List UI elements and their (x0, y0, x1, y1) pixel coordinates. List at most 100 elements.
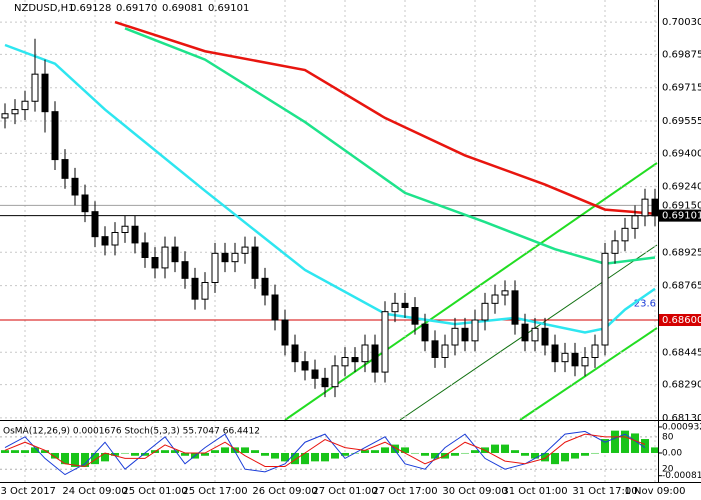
candle-body (41, 73, 49, 113)
candle-body (321, 377, 329, 388)
candle-body (81, 194, 89, 213)
y-tick-label: 0.68445 (662, 347, 701, 358)
osma-bar (541, 452, 549, 462)
candle-body (21, 100, 29, 111)
osma-bar (331, 452, 339, 459)
osma-bar (221, 447, 229, 453)
osma-bar (11, 450, 19, 453)
osma-bar (601, 439, 609, 453)
x-tick-label: 30 Oct 09:00 (442, 486, 507, 497)
osma-bar (561, 452, 569, 462)
osma-bar (171, 450, 179, 453)
osma-bar (211, 450, 219, 453)
osma-bar (121, 452, 129, 454)
osma-bar (161, 450, 169, 453)
osma-bar (21, 450, 29, 453)
osma-bar (401, 447, 409, 453)
osma-bar (361, 450, 369, 453)
osma-bar (341, 452, 349, 456)
candle-body (511, 290, 519, 325)
y-tick-label: -0.000815 (662, 471, 701, 481)
ma-line (114, 20, 656, 215)
candle-body (141, 242, 149, 259)
y-tick-label: 0.69400 (662, 148, 701, 159)
ohlc-label: 0.69128 (70, 3, 111, 14)
osma-bar (321, 452, 329, 462)
osma-bar (271, 452, 279, 459)
candle-body (191, 277, 199, 300)
candle-body (351, 357, 359, 363)
candle-body (431, 340, 439, 359)
osma-bar (311, 452, 319, 462)
candle-body (381, 311, 389, 373)
level-label: 80 (662, 432, 674, 442)
osma-bar (231, 447, 239, 453)
candle-body (521, 323, 529, 342)
candle-body (201, 282, 209, 300)
osma-bar (651, 447, 659, 453)
candle-body (311, 369, 319, 379)
osma-bar (1, 450, 9, 453)
candle-body (61, 159, 69, 179)
osma-bar (591, 452, 599, 454)
y-tick-label: 0.69875 (662, 49, 701, 60)
candle-body (571, 352, 579, 367)
candle-body (541, 327, 549, 346)
x-tick-label: 27 Oct 17:00 (372, 486, 437, 497)
osma-bar (301, 452, 309, 465)
candle-body (361, 344, 369, 363)
candle-body (551, 344, 559, 363)
chart-title: NZDUSD,H1 (14, 3, 74, 14)
osma-bar (241, 447, 249, 453)
candle-body (651, 198, 659, 217)
candle-body (101, 236, 109, 246)
candle-body (171, 246, 179, 263)
osma-bar (131, 452, 139, 456)
candle-body (591, 344, 599, 358)
candle-body (261, 277, 269, 296)
candle-body (11, 109, 19, 115)
x-tick-label: 27 Oct 01:00 (312, 486, 377, 497)
ohlc-label: 0.69170 (116, 3, 157, 14)
candle-body (581, 357, 589, 367)
candle-body (271, 294, 279, 321)
candle-body (281, 319, 289, 346)
osma-bar (51, 452, 59, 459)
osma-bar (581, 452, 589, 456)
osma-bar (391, 444, 399, 453)
osma-bar (381, 447, 389, 453)
candle-body (1, 113, 9, 119)
y-tick-label: 0.69555 (662, 116, 701, 127)
stoch-line (4, 430, 646, 476)
candle-body (251, 246, 259, 279)
osma-bar (521, 452, 529, 456)
channel-line (519, 327, 658, 421)
y-tick-label: 0.68765 (662, 281, 701, 292)
candle-body (91, 211, 99, 238)
candle-body (481, 302, 489, 321)
osma-bar (471, 450, 479, 453)
osma-bar (291, 452, 299, 465)
candle-body (611, 240, 619, 254)
candle-body (341, 357, 349, 367)
osma-bar (571, 452, 579, 459)
y-tick-label: 0.70030 (662, 17, 701, 28)
y-tick-label: 0.68925 (662, 247, 701, 258)
candle-body (231, 252, 239, 263)
price-label-bg (659, 209, 701, 222)
candle-body (31, 73, 39, 102)
x-tick-label: 1 Nov 09:00 (624, 486, 685, 497)
candle-body (151, 257, 159, 269)
osma-bar (621, 430, 629, 453)
ohlc-label: 0.69101 (208, 3, 249, 14)
ma-line (124, 27, 656, 266)
indicator-label: OsMA(12,26,9) 0.0001676 Stoch(5,3,3) 55.… (3, 427, 260, 437)
level-label: 20 (662, 465, 674, 475)
x-tick-label: 23 Oct 2017 (0, 486, 56, 497)
osma-bar (371, 450, 379, 453)
osma-bar (501, 444, 509, 453)
candle-body (131, 225, 139, 244)
osma-bar (431, 452, 439, 459)
osma-bar (141, 452, 149, 456)
